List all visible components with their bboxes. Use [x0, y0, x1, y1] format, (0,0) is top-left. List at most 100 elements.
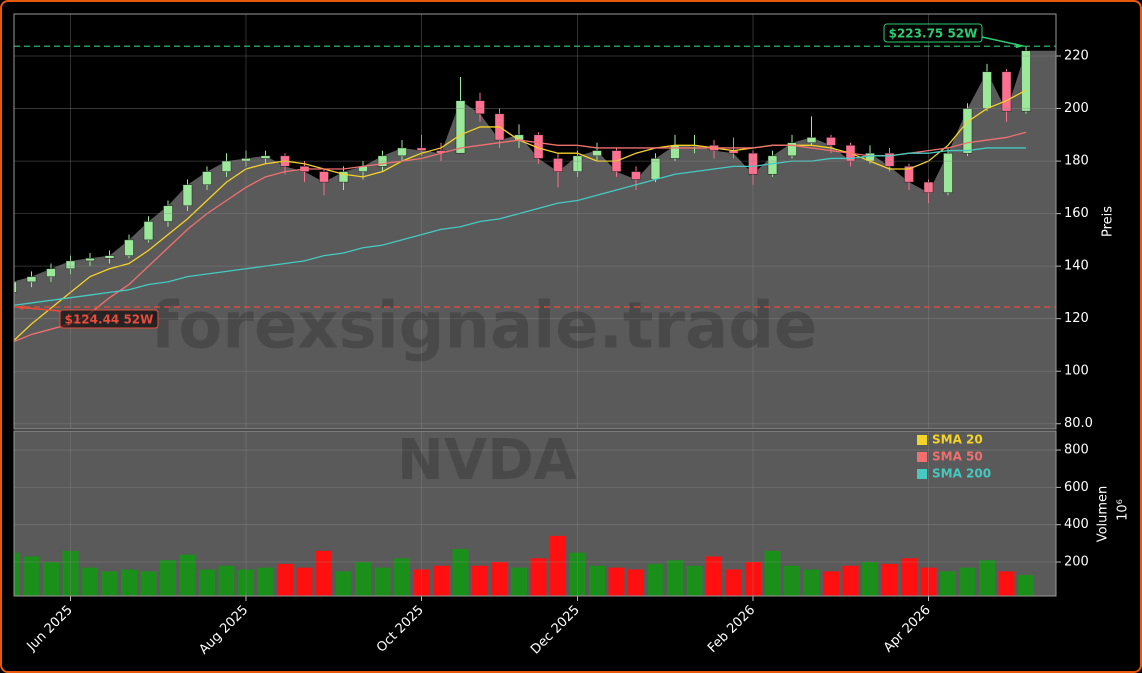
legend-swatch	[917, 435, 927, 445]
volume-bar	[218, 565, 235, 596]
candle-body	[904, 166, 914, 183]
volume-bar	[1018, 575, 1034, 596]
volume-bar	[296, 567, 313, 596]
volume-bar	[706, 556, 722, 596]
volume-bar	[335, 571, 352, 596]
volume-bar	[160, 560, 176, 596]
volume-bar	[998, 571, 1015, 596]
volume-bar	[452, 548, 469, 596]
volume-bar	[823, 571, 839, 596]
volume-bar	[667, 560, 683, 596]
legend-swatch	[917, 452, 927, 462]
volume-bar	[23, 556, 40, 596]
candle-body	[962, 108, 973, 154]
volume-bar	[472, 565, 488, 596]
volume-bar	[901, 558, 917, 596]
legend-label: SMA 200	[932, 467, 991, 481]
x-tick-label: Oct 2025	[374, 603, 427, 656]
y-axis-label: Preis	[1101, 206, 1116, 237]
volume-bar	[511, 567, 527, 596]
candle-body	[767, 155, 778, 175]
candle-body	[260, 155, 271, 159]
candle-body	[338, 171, 349, 183]
y-tick-label: 600	[1064, 480, 1089, 495]
volume-axis-label: Volumen	[1096, 486, 1111, 543]
candle-body	[143, 221, 154, 241]
volume-bar	[530, 558, 547, 596]
candle-body	[884, 152, 895, 167]
volume-bar	[413, 569, 430, 596]
y-tick-label: 800	[1064, 443, 1089, 458]
volume-bar	[179, 554, 196, 596]
y-tick-label: 120	[1064, 311, 1089, 326]
volume-bar	[199, 569, 215, 596]
candle-body	[221, 160, 232, 172]
candle-body	[85, 258, 95, 262]
volume-bar	[101, 571, 118, 596]
candle-body	[163, 205, 173, 222]
y-tick-label: 200	[1064, 555, 1089, 570]
volume-bar	[784, 565, 800, 596]
volume-bar	[862, 562, 878, 596]
candle-body	[572, 155, 583, 172]
x-tick-label: Aug 2025	[196, 603, 251, 658]
volume-bar	[355, 562, 371, 596]
volume-bar	[725, 569, 742, 596]
x-tick-label: Dec 2025	[528, 603, 583, 658]
candle-body	[46, 268, 56, 277]
annotation-label: $124.44 52W	[65, 313, 154, 327]
x-tick-label: Feb 2026	[705, 603, 758, 656]
candle-body	[631, 171, 641, 180]
volume-bar	[881, 563, 898, 596]
candle-body	[241, 158, 251, 162]
y-tick-label: 400	[1064, 517, 1089, 532]
volume-bar	[628, 569, 644, 596]
volume-bar	[920, 567, 937, 596]
volume-bar	[764, 550, 781, 596]
volume-bar	[14, 552, 20, 596]
candle-body	[806, 137, 817, 143]
candle-body	[982, 71, 992, 109]
candle-body	[748, 152, 758, 175]
arrow-head	[1015, 43, 1024, 49]
volume-bars	[14, 535, 1034, 596]
volume-bar	[140, 571, 157, 596]
price-frame	[13, 13, 1057, 430]
arrow-head	[16, 305, 24, 311]
candle-body	[650, 158, 661, 180]
volume-bar	[316, 550, 332, 596]
candle-body	[377, 155, 388, 167]
candle-body	[65, 260, 76, 270]
x-tick-label: Apr 2026	[881, 603, 934, 656]
watermark: forexsignale.trade	[151, 290, 818, 364]
y-tick-label: 100	[1064, 364, 1089, 379]
candle-body	[923, 181, 934, 193]
volume-bar	[374, 567, 391, 596]
y-tick-label: 180	[1064, 154, 1089, 169]
volume-bar	[979, 560, 995, 596]
legend-label: SMA 20	[932, 433, 983, 447]
volume-offset-label: 10⁶	[1116, 499, 1131, 521]
volume-bar	[803, 569, 820, 596]
volume-bar	[238, 569, 254, 596]
volume-bar	[589, 565, 605, 596]
volume-bar	[608, 567, 625, 596]
candle-body	[943, 152, 953, 193]
candle-body	[319, 171, 329, 183]
candle-body	[826, 137, 836, 146]
legend-swatch	[917, 469, 927, 479]
y-tick-label: 80.0	[1064, 416, 1093, 431]
candle-body	[475, 100, 485, 115]
annotation-box	[59, 309, 159, 329]
volume-bar	[569, 552, 586, 596]
candle-body	[26, 276, 37, 283]
candle-body	[202, 171, 212, 185]
annotation-label: $223.75 52W	[889, 27, 978, 41]
volume-bar	[745, 562, 761, 596]
candle-body	[553, 158, 563, 172]
volume-bar	[121, 569, 137, 596]
volume-bar	[550, 535, 566, 596]
volume-bar	[647, 563, 664, 596]
legend-label: SMA 50	[932, 450, 983, 464]
